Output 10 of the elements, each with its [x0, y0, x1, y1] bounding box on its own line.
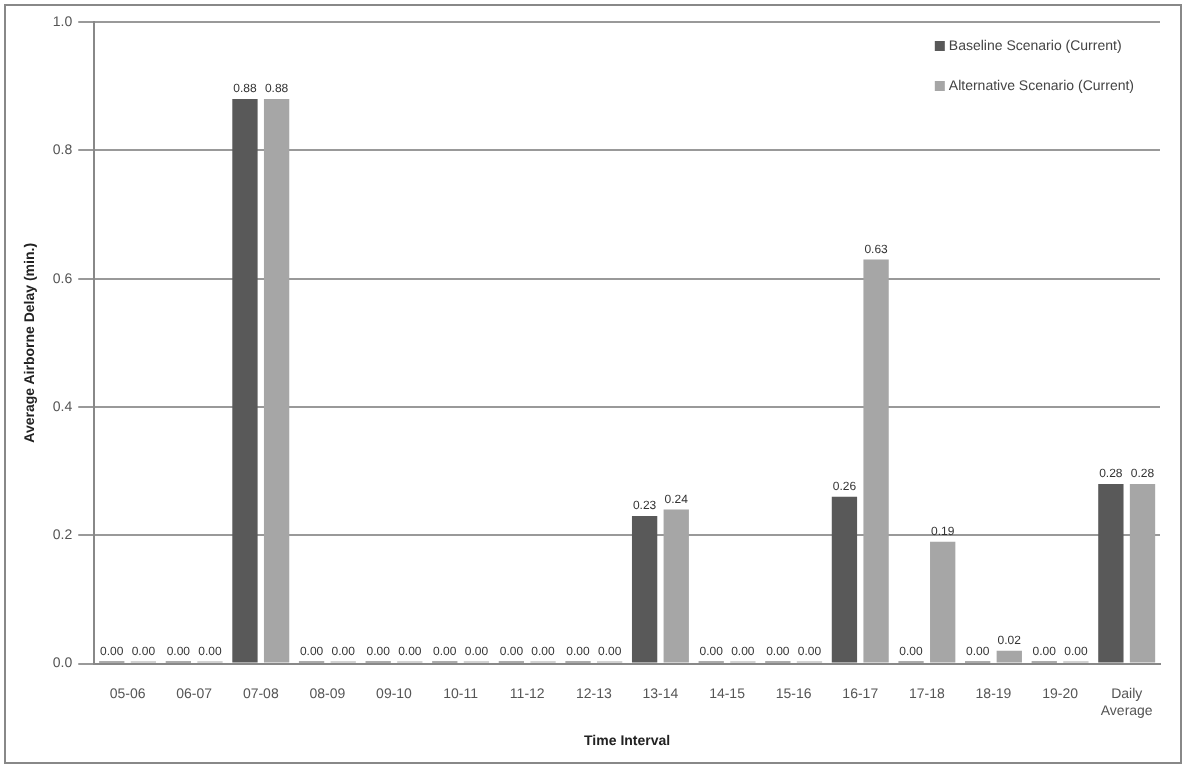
bar: [863, 259, 889, 663]
bar: [631, 516, 658, 663]
bar: [996, 650, 1022, 663]
bar: [930, 541, 956, 663]
bar: [1098, 483, 1124, 663]
bar: [263, 98, 290, 663]
bar: [831, 496, 858, 663]
bar: [232, 98, 258, 663]
bar: [663, 509, 689, 663]
bar: [1129, 483, 1156, 663]
